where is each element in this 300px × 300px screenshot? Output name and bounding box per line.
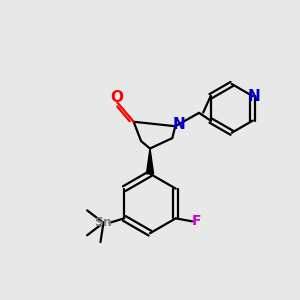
Text: N: N [173,117,185,132]
Polygon shape [146,148,154,174]
Text: O: O [110,90,123,105]
Text: N: N [248,89,261,104]
Text: F: F [192,214,201,228]
Text: Sn: Sn [94,216,112,229]
